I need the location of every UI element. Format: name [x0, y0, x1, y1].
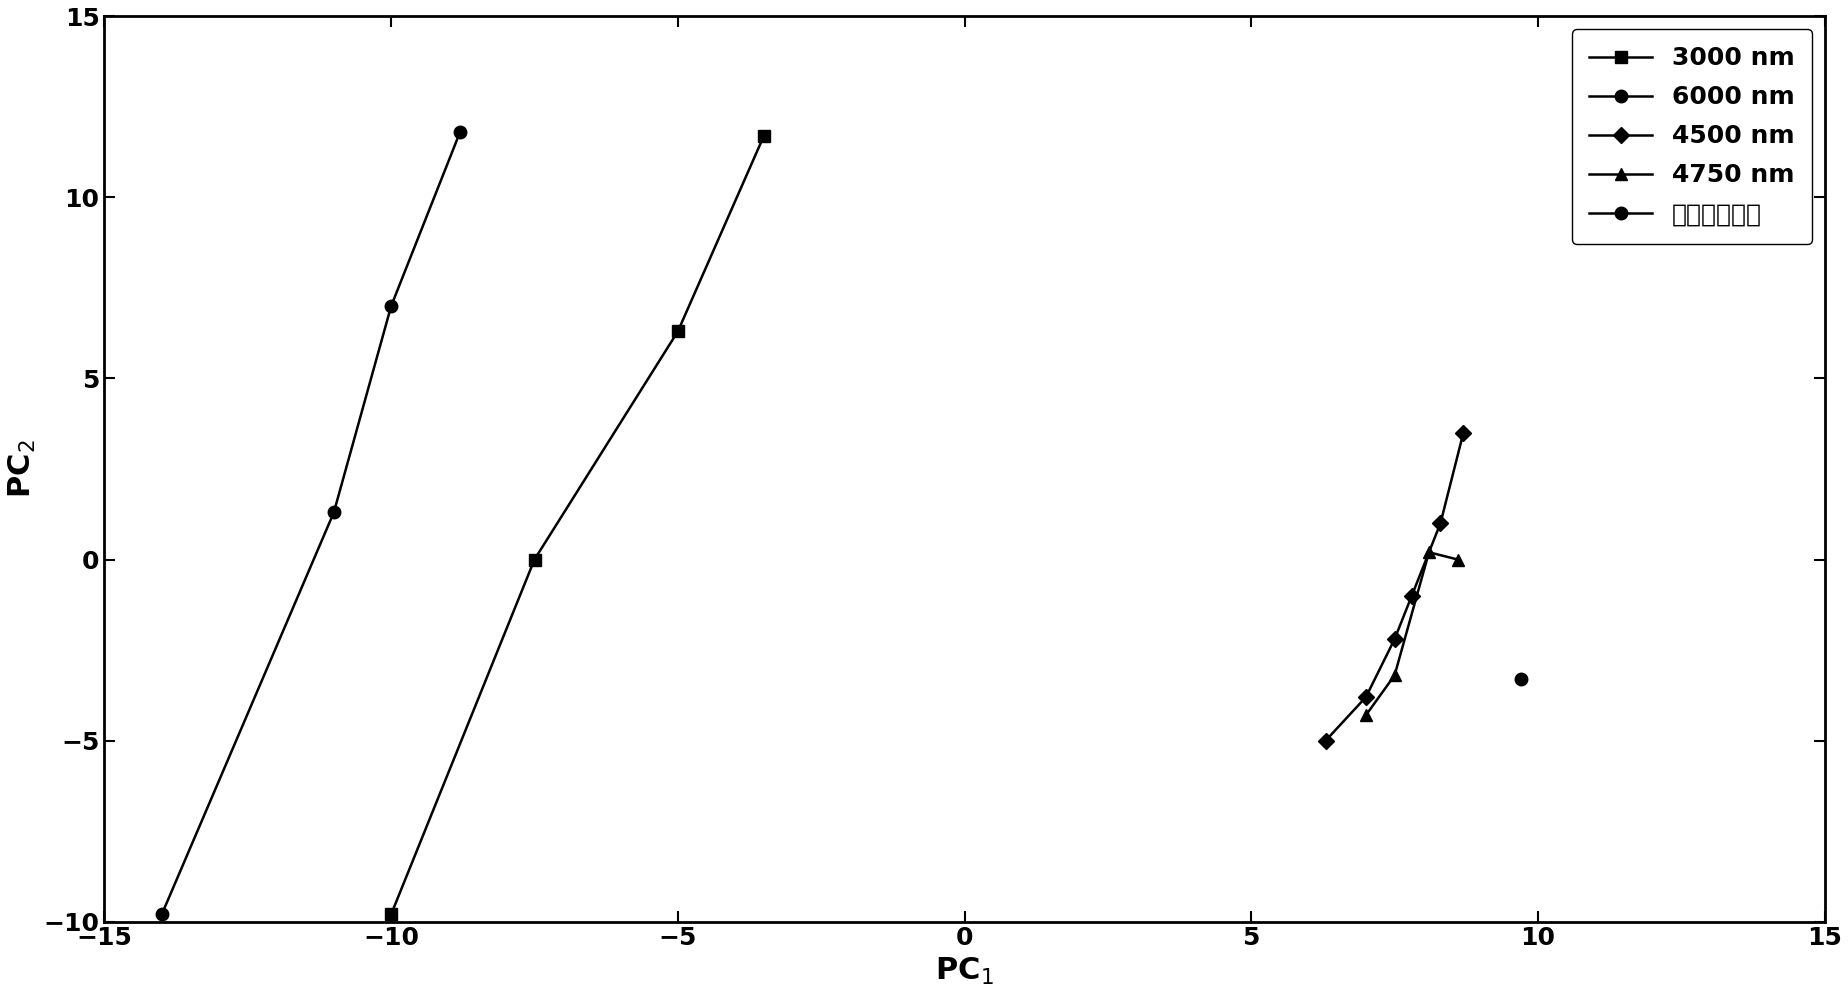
- Line: 3000 nm: 3000 nm: [384, 129, 769, 920]
- 4500 nm: [1429, 517, 1451, 529]
- Y-axis label: PC$_2$: PC$_2$: [7, 439, 39, 498]
- 4750 nm: [1417, 547, 1440, 559]
- Legend: 3000 nm, 6000 nm, 4500 nm, 4750 nm, 吸脱附平衡点: 3000 nm, 6000 nm, 4500 nm, 4750 nm, 吸脱附平…: [1571, 29, 1811, 244]
- 6000 nm: [449, 126, 471, 138]
- 4500 nm: [1355, 691, 1377, 703]
- Line: 4750 nm: 4750 nm: [1358, 546, 1464, 722]
- 3000 nm: [667, 325, 689, 337]
- 3000 nm: [523, 554, 545, 566]
- 4750 nm: [1382, 669, 1404, 681]
- 4750 nm: [1445, 554, 1467, 566]
- 4500 nm: [1401, 589, 1423, 601]
- 6000 nm: [152, 909, 174, 920]
- 6000 nm: [323, 507, 346, 519]
- Line: 6000 nm: 6000 nm: [155, 126, 466, 920]
- 4500 nm: [1382, 633, 1404, 645]
- 3000 nm: [752, 130, 774, 142]
- Line: 4500 nm: 4500 nm: [1319, 427, 1467, 746]
- 3000 nm: [381, 909, 403, 920]
- 4750 nm: [1355, 709, 1377, 721]
- 6000 nm: [381, 300, 403, 312]
- 4500 nm: [1451, 426, 1473, 438]
- 4500 nm: [1314, 735, 1336, 746]
- X-axis label: PC$_1$: PC$_1$: [935, 956, 994, 987]
